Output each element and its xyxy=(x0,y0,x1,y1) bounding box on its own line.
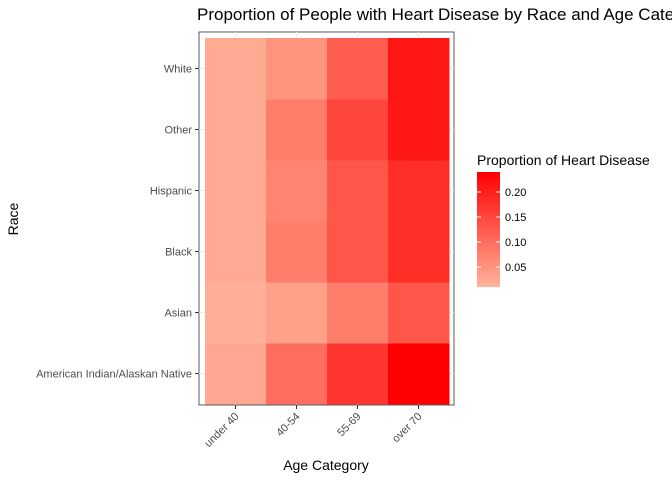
heatmap-cell-american-indian-alaskan-native-40-54 xyxy=(266,343,328,405)
heatmap-cell-white-55-69 xyxy=(327,38,389,100)
heatmap-cell-american-indian-alaskan-native-55-69 xyxy=(327,343,389,405)
y-tick-label: American Indian/Alaskan Native xyxy=(36,369,192,381)
chart-title: Proportion of People with Heart Disease … xyxy=(197,5,672,24)
heatmap-cell-white-over-70 xyxy=(388,38,450,100)
y-tick-label: White xyxy=(164,64,192,76)
legend-colorbar xyxy=(477,172,500,287)
heatmap-cell-asian-over-70 xyxy=(388,282,450,344)
y-tick-label: Asian xyxy=(164,308,192,320)
heatmap-cell-white-40-54 xyxy=(266,38,328,100)
y-axis-ticks: American Indian/Alaskan Native Asian Black… xyxy=(36,64,199,381)
legend-tick-label: 0.10 xyxy=(505,237,526,249)
heatmap-cell-other-under-40 xyxy=(205,99,267,161)
y-tick-label: Hispanic xyxy=(150,186,193,198)
heatmap-cell-black-under-40 xyxy=(205,221,267,283)
x-tick-label: under 40 xyxy=(202,411,241,450)
y-tick-label: Black xyxy=(165,247,192,259)
legend: Proportion of Heart Disease 0.05 0.10 0.15… xyxy=(477,152,650,287)
heatmap-cells xyxy=(205,38,450,405)
x-tick-label: 55-69 xyxy=(335,411,363,439)
heatmap-cell-black-40-54 xyxy=(266,221,328,283)
heatmap-cell-white-under-40 xyxy=(205,38,267,100)
y-axis-title: Race xyxy=(5,202,21,235)
legend-tick-label: 0.05 xyxy=(505,262,526,274)
legend-tick-label: 0.20 xyxy=(505,187,526,199)
heatmap-cell-american-indian-alaskan-native-over-70 xyxy=(388,343,450,405)
heatmap-cell-black-55-69 xyxy=(327,221,389,283)
legend-ticks: 0.05 0.10 0.15 0.20 xyxy=(477,187,526,274)
y-tick-label: Other xyxy=(164,125,192,137)
heatmap-cell-asian-under-40 xyxy=(205,282,267,344)
heatmap-cell-other-over-70 xyxy=(388,99,450,161)
heatmap-cell-hispanic-under-40 xyxy=(205,160,267,222)
heatmap-cell-hispanic-55-69 xyxy=(327,160,389,222)
legend-tick-label: 0.15 xyxy=(505,212,526,224)
heatmap-cell-other-55-69 xyxy=(327,99,389,161)
heatmap-cell-asian-40-54 xyxy=(266,282,328,344)
x-tick-label: 40-54 xyxy=(274,411,302,439)
x-axis-ticks: under 40 40-54 55-69 over 70 xyxy=(202,405,425,450)
heatmap-cell-american-indian-alaskan-native-under-40 xyxy=(205,343,267,405)
heatmap-cell-black-over-70 xyxy=(388,221,450,283)
heatmap-cell-asian-55-69 xyxy=(327,282,389,344)
heatmap-cell-hispanic-over-70 xyxy=(388,160,450,222)
legend-title: Proportion of Heart Disease xyxy=(477,152,650,168)
x-axis-title: Age Category xyxy=(283,457,369,473)
x-tick-label: over 70 xyxy=(390,411,424,445)
heatmap-cell-other-40-54 xyxy=(266,99,328,161)
heatmap-cell-hispanic-40-54 xyxy=(266,160,328,222)
